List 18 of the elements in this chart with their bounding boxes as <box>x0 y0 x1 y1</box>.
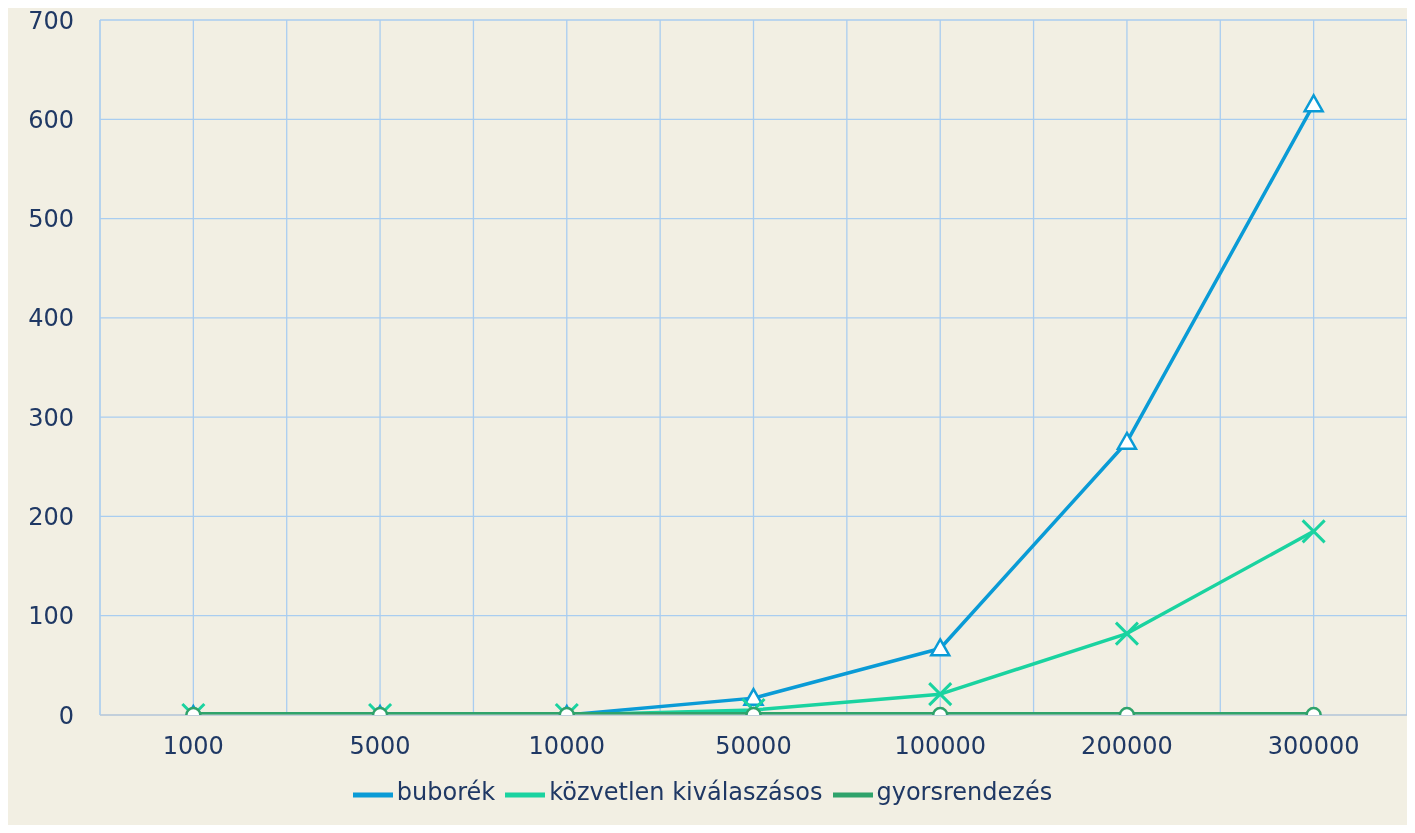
x-tick-label: 10000 <box>528 732 605 761</box>
x-tick-label: 100000 <box>894 732 987 761</box>
legend-label: gyorsrendezés <box>876 777 1053 806</box>
y-tick-label: 400 <box>28 304 74 333</box>
x-tick-label: 50000 <box>715 732 792 761</box>
x-tick-label: 300000 <box>1267 732 1360 761</box>
y-tick-label: 100 <box>28 602 74 631</box>
y-tick-label: 700 <box>28 6 74 35</box>
x-tick-label: 1000 <box>162 732 224 761</box>
legend-label: buborék <box>396 777 496 806</box>
y-tick-label: 600 <box>28 105 74 134</box>
y-tick-label: 0 <box>58 701 74 730</box>
y-tick-label: 200 <box>28 502 74 531</box>
x-tick-label: 200000 <box>1081 732 1173 761</box>
y-tick-label: 300 <box>28 403 74 432</box>
legend-label: közvetlen kiválaszásos <box>549 777 823 806</box>
x-tick-label: 5000 <box>349 732 411 761</box>
y-tick-label: 500 <box>28 205 74 234</box>
